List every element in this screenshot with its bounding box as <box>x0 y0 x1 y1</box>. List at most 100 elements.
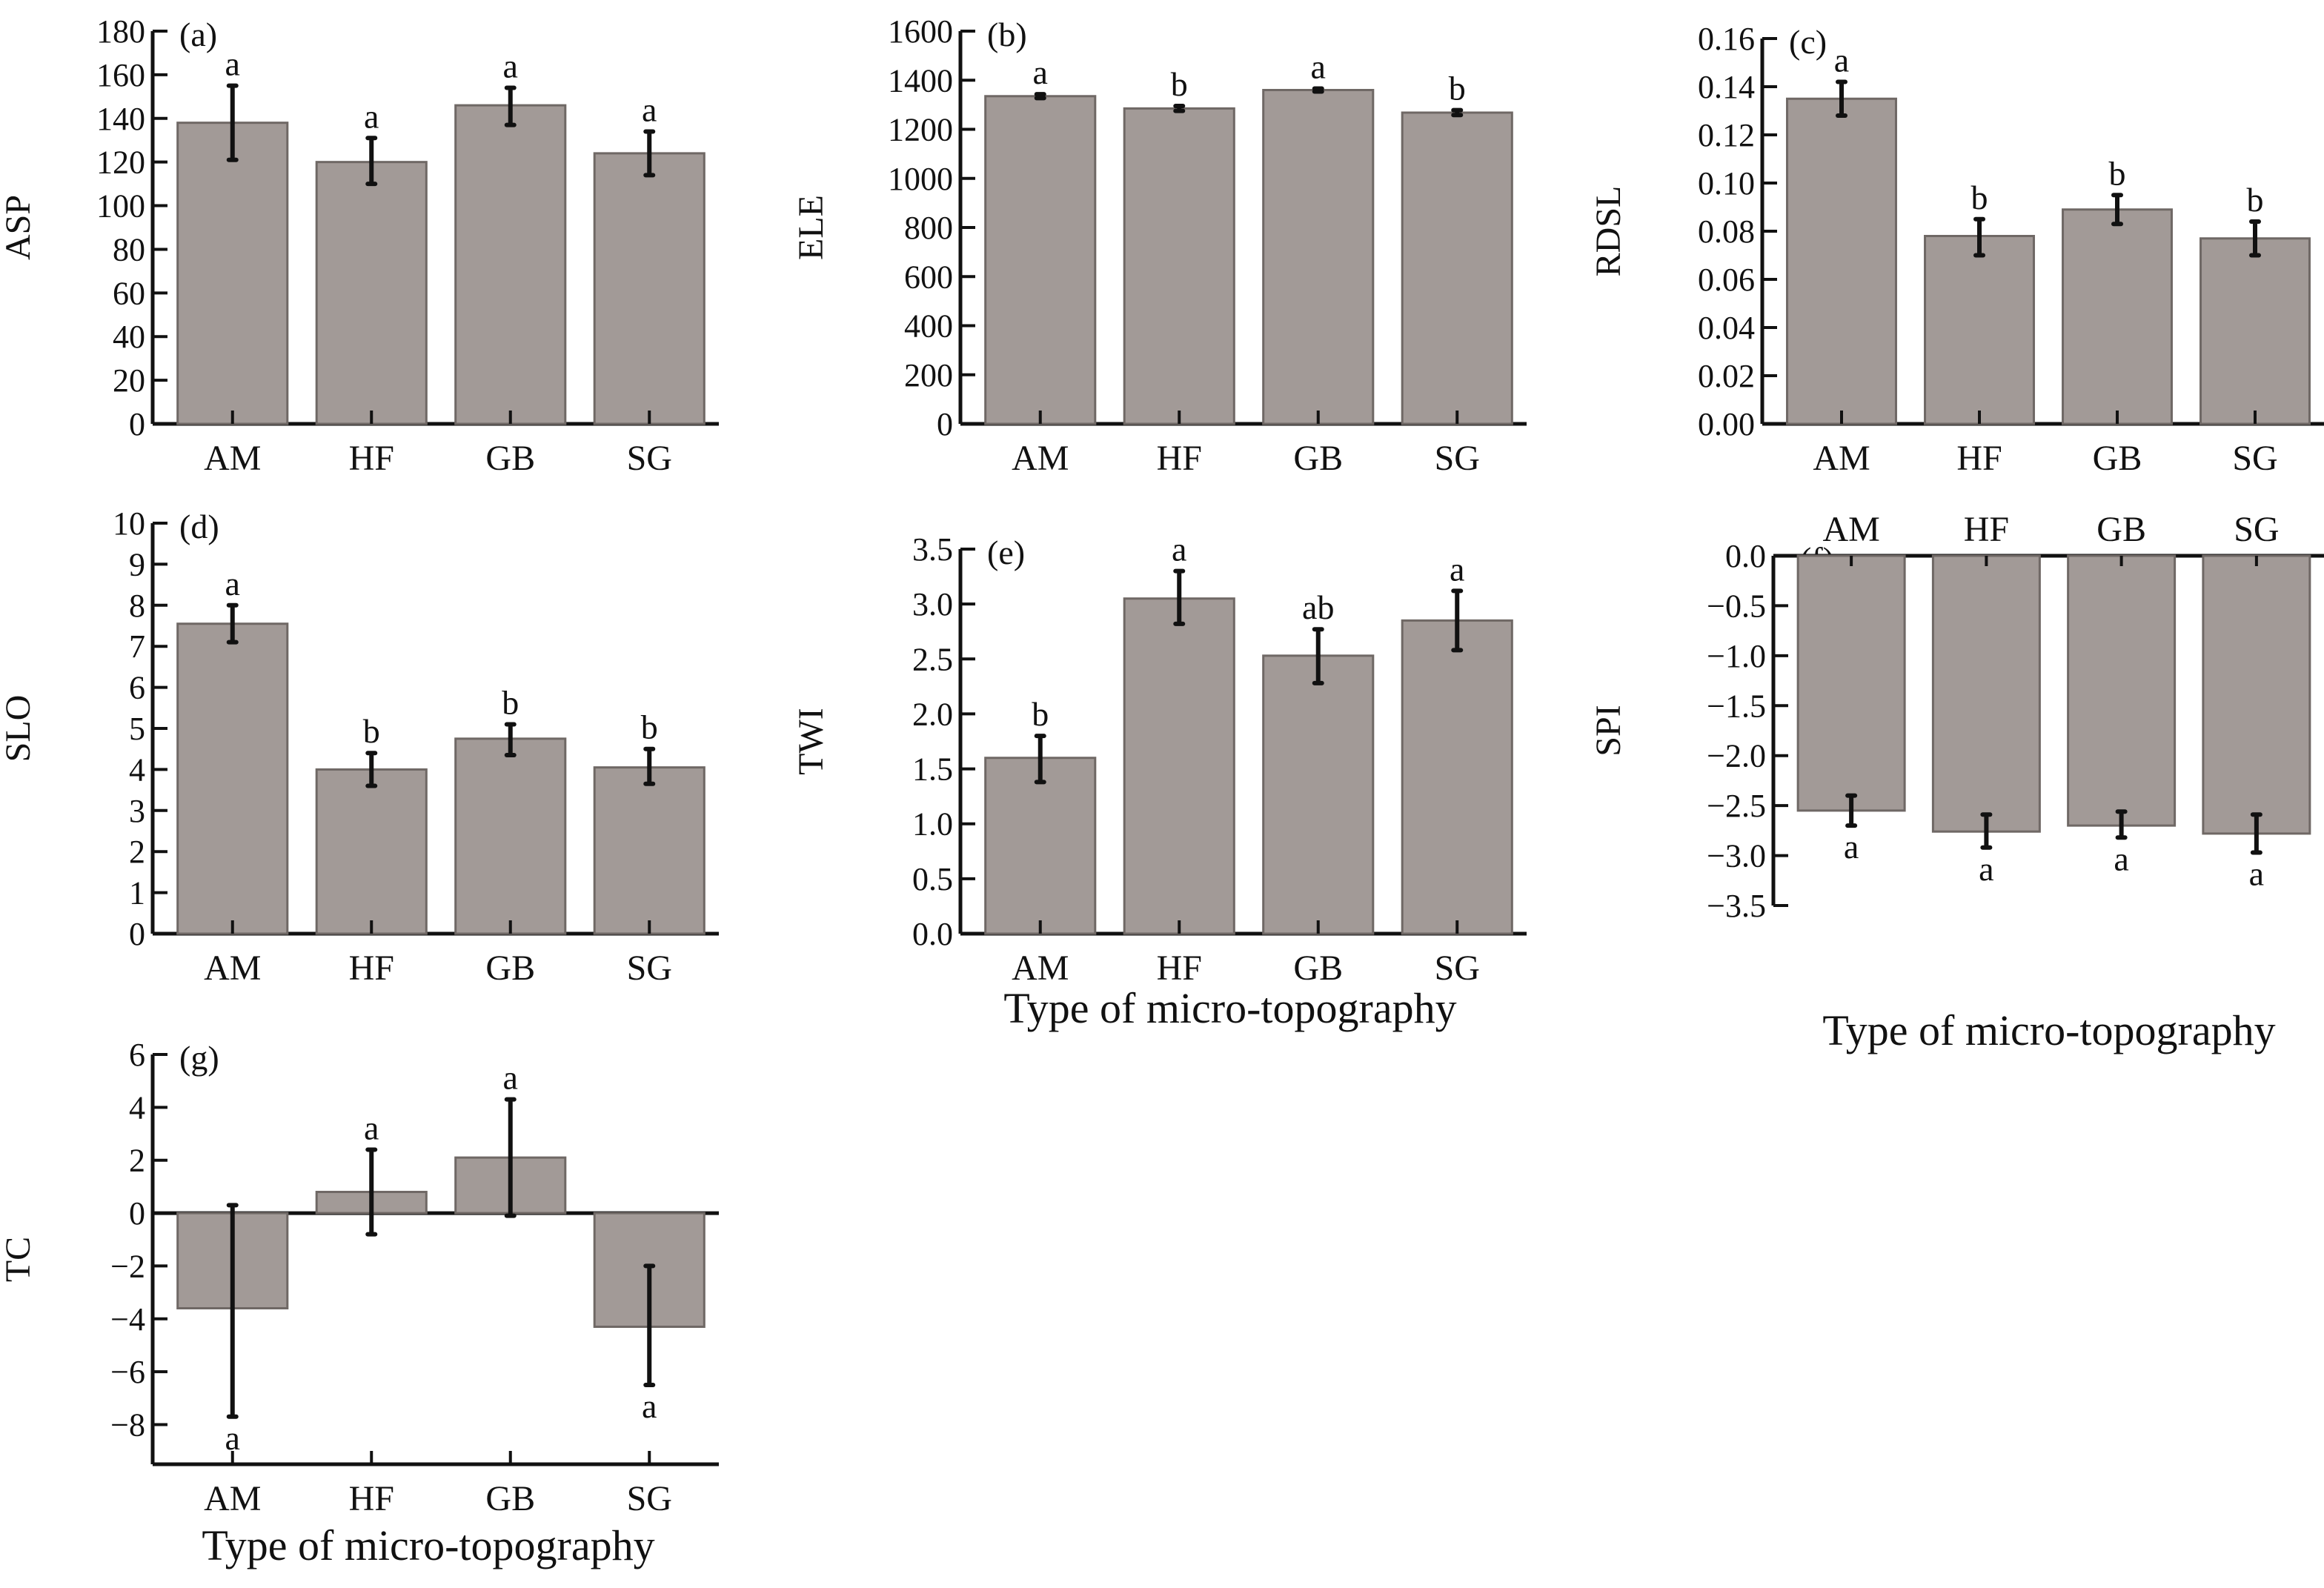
y-tick-label: 800 <box>904 210 953 246</box>
bar-AM <box>176 122 289 425</box>
category-label: SG <box>1435 439 1480 478</box>
category-label: HF <box>1157 949 1202 988</box>
significance-label: a <box>1311 48 1326 86</box>
category-label: HF <box>1964 510 2009 549</box>
y-tick-label: 0.0 <box>1725 538 1766 574</box>
y-tick-label: 3.0 <box>912 586 953 622</box>
category-label: SG <box>627 949 672 988</box>
y-tick-label: 0 <box>129 406 145 442</box>
bar-HF <box>1931 554 2041 833</box>
y-tick-label: 0.5 <box>912 861 953 897</box>
y-tick-label: 2.0 <box>912 696 953 732</box>
significance-label: a <box>642 1387 657 1425</box>
significance-label: b <box>1032 695 1049 733</box>
bar-HF <box>315 768 428 935</box>
y-tick-label: 0.10 <box>1698 165 1755 202</box>
y-tick-label: 1.5 <box>912 751 953 788</box>
y-tick-label: −3.5 <box>1707 888 1766 924</box>
y-tick-label: −1.0 <box>1707 638 1766 674</box>
bar-AM <box>984 95 1097 425</box>
panel-label: (d) <box>179 508 219 545</box>
chart-panel-c: 0.00 0.02 0.04 0.06 0.08 0.10 0.12 0.14 0.16 RDSL… <box>1589 21 2324 478</box>
category-label: GB <box>485 439 535 478</box>
bar-AM <box>1796 554 1906 812</box>
y-tick-label: 4 <box>129 751 145 788</box>
panel-label: (e) <box>987 534 1025 571</box>
y-tick-label: 180 <box>96 13 145 50</box>
y-tick-label: 2 <box>129 834 145 870</box>
significance-label: a <box>1450 550 1464 588</box>
y-tick-label: 0.12 <box>1698 117 1755 153</box>
bar-GB <box>1262 654 1375 935</box>
y-tick-label: 0.14 <box>1698 69 1755 105</box>
significance-label: b <box>1449 70 1466 107</box>
y-tick-label: 160 <box>96 57 145 93</box>
y-tick-label: 1.0 <box>912 806 953 843</box>
significance-label: b <box>2247 181 2264 219</box>
bar-SG <box>593 152 706 425</box>
y-tick-label: 1000 <box>888 161 953 197</box>
category-label: SG <box>2234 510 2279 549</box>
y-tick-label: 6 <box>129 670 145 706</box>
category-label: GB <box>485 949 535 988</box>
chart-panel-a: 020406080100120140160180ASP(a)aAMaHFaGBa… <box>0 13 719 478</box>
significance-label: a <box>642 90 657 128</box>
chart-panel-e: 0.0 0.5 1.0 1.5 2.0 2.5 3.0 3.5 TWI (e) b AM a HF ab GB… <box>791 531 1527 1032</box>
y-tick-label: 0.00 <box>1698 406 1755 442</box>
y-tick-label: 80 <box>113 231 145 268</box>
bar-GB <box>2067 554 2177 827</box>
y-tick-label: 1 <box>129 875 145 911</box>
bar-SG <box>593 766 706 935</box>
bar-SG <box>2202 554 2311 835</box>
y-tick-label: 3 <box>129 793 145 829</box>
y-tick-label: 0 <box>129 1195 145 1232</box>
significance-label: a <box>2114 840 2128 877</box>
significance-label: a <box>225 565 240 602</box>
y-tick-label: −4 <box>110 1301 145 1338</box>
category-label: SG <box>1435 949 1480 988</box>
bar-GB <box>2062 208 2173 425</box>
significance-label: b <box>2109 154 2126 192</box>
x-axis-title: Type of micro-topography <box>1003 984 1456 1032</box>
y-tick-label: 60 <box>113 275 145 311</box>
category-label: SG <box>627 439 672 478</box>
bar-GB <box>454 104 567 425</box>
y-tick-label: 140 <box>96 101 145 137</box>
significance-label: a <box>364 1109 379 1146</box>
y-tick-label: 0.02 <box>1698 358 1755 394</box>
y-tick-label: 5 <box>129 711 145 747</box>
y-axis-title: SLO <box>0 695 38 763</box>
significance-label: a <box>225 1419 240 1457</box>
significance-label: a <box>364 97 379 135</box>
y-tick-label: −8 <box>110 1406 145 1443</box>
y-tick-label: −1.5 <box>1707 688 1766 724</box>
significance-label: ab <box>1302 588 1334 626</box>
y-tick-label: 0.04 <box>1698 310 1755 346</box>
significance-label: a <box>503 47 518 85</box>
y-axis-title: SPI <box>1589 705 1628 756</box>
y-tick-label: −6 <box>110 1354 145 1390</box>
x-axis-title: Type of micro-topography <box>1822 1006 2275 1054</box>
significance-label: a <box>1834 41 1849 79</box>
y-axis-title: ASP <box>0 195 38 260</box>
y-tick-label: 400 <box>904 308 953 345</box>
y-tick-label: −0.5 <box>1707 588 1766 624</box>
y-tick-label: −2.5 <box>1707 788 1766 824</box>
y-tick-label: 1200 <box>888 112 953 148</box>
y-tick-label: 2 <box>129 1143 145 1179</box>
category-label: HF <box>1157 439 1202 478</box>
category-label: AM <box>204 1479 261 1518</box>
significance-label: b <box>363 712 380 750</box>
category-label: SG <box>627 1479 672 1518</box>
y-tick-label: 100 <box>96 188 145 225</box>
category-label: GB <box>2093 439 2142 478</box>
category-label: HF <box>349 949 394 988</box>
significance-label: b <box>641 708 658 746</box>
significance-label: a <box>1033 53 1048 91</box>
significance-label: a <box>503 1059 518 1097</box>
significance-label: a <box>1844 828 1859 866</box>
x-axis-title: Type of micro-topography <box>202 1521 654 1569</box>
bar-HF <box>315 161 428 425</box>
